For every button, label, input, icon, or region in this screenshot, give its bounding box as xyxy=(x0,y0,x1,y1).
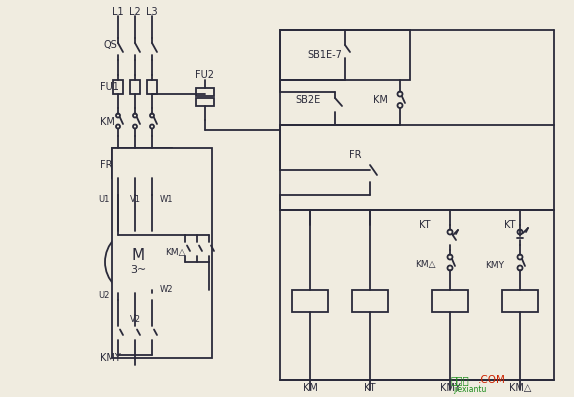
Circle shape xyxy=(183,241,187,245)
Text: KMY: KMY xyxy=(100,353,121,363)
Circle shape xyxy=(195,252,199,256)
Bar xyxy=(280,30,410,80)
Bar xyxy=(112,148,172,178)
Text: V2: V2 xyxy=(130,316,141,324)
Circle shape xyxy=(207,241,211,245)
Circle shape xyxy=(398,91,402,96)
Text: KM: KM xyxy=(302,383,317,393)
Circle shape xyxy=(133,326,137,330)
Circle shape xyxy=(105,229,171,295)
Text: SB1E-7: SB1E-7 xyxy=(308,50,343,60)
Text: jiexiantu: jiexiantu xyxy=(453,385,487,395)
Bar xyxy=(131,154,139,172)
Text: U2: U2 xyxy=(99,291,110,299)
Text: FU2: FU2 xyxy=(196,70,215,80)
Bar xyxy=(130,80,140,94)
Bar xyxy=(352,290,388,312)
Text: KM△: KM△ xyxy=(509,383,531,393)
Text: KT: KT xyxy=(364,383,376,393)
Circle shape xyxy=(207,252,211,256)
Text: L3: L3 xyxy=(146,7,158,17)
Bar xyxy=(432,290,468,312)
Text: L1: L1 xyxy=(112,7,124,17)
Text: M: M xyxy=(131,249,145,264)
Circle shape xyxy=(150,125,154,129)
Text: KMY: KMY xyxy=(440,383,460,393)
Text: L2: L2 xyxy=(129,7,141,17)
Text: QS: QS xyxy=(104,40,118,50)
Text: SB2E: SB2E xyxy=(295,95,320,105)
Bar xyxy=(147,80,157,94)
Text: KMY: KMY xyxy=(486,260,505,270)
Text: W1: W1 xyxy=(160,195,173,204)
Circle shape xyxy=(116,335,120,339)
Text: V1: V1 xyxy=(130,195,141,204)
Circle shape xyxy=(448,229,452,235)
Circle shape xyxy=(195,241,199,245)
Circle shape xyxy=(448,266,452,270)
Circle shape xyxy=(116,326,120,330)
Circle shape xyxy=(133,335,137,339)
Bar xyxy=(196,88,214,96)
Bar xyxy=(292,290,328,312)
Circle shape xyxy=(150,326,154,330)
Circle shape xyxy=(133,114,137,118)
Text: KM: KM xyxy=(100,117,115,127)
Bar xyxy=(502,290,538,312)
Circle shape xyxy=(150,335,154,339)
Text: FU1: FU1 xyxy=(100,82,119,92)
Circle shape xyxy=(116,125,120,129)
Circle shape xyxy=(448,254,452,260)
Text: 3~: 3~ xyxy=(130,265,146,275)
Bar xyxy=(114,154,122,172)
Circle shape xyxy=(518,229,522,235)
Circle shape xyxy=(133,125,137,129)
Bar xyxy=(112,148,212,358)
Circle shape xyxy=(150,114,154,118)
Circle shape xyxy=(398,103,402,108)
Text: 接线图: 接线图 xyxy=(451,375,470,385)
Bar xyxy=(113,80,123,94)
Text: U1: U1 xyxy=(99,195,110,204)
Text: .COM: .COM xyxy=(478,375,506,385)
Text: KT: KT xyxy=(504,220,516,230)
Text: KT: KT xyxy=(419,220,430,230)
Text: KM△: KM△ xyxy=(165,247,185,256)
Bar xyxy=(196,98,214,106)
Text: FR: FR xyxy=(349,150,361,160)
Circle shape xyxy=(518,266,522,270)
Text: W2: W2 xyxy=(160,285,173,295)
Text: FR: FR xyxy=(100,160,113,170)
Circle shape xyxy=(116,114,120,118)
Circle shape xyxy=(183,252,187,256)
Text: KM△: KM△ xyxy=(415,260,435,270)
Bar xyxy=(148,154,156,172)
Text: KM: KM xyxy=(373,95,387,105)
Circle shape xyxy=(518,254,522,260)
